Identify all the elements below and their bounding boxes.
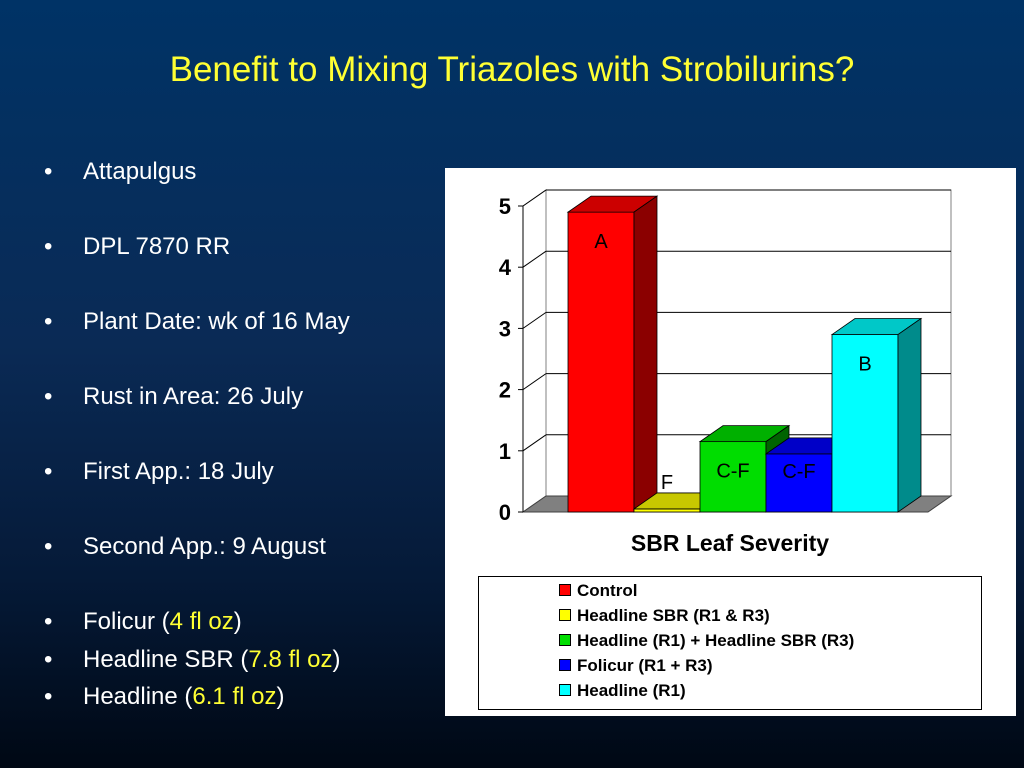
bar-front [831, 334, 899, 513]
y-tick-label: 1 [499, 439, 511, 464]
y-tick-label: 5 [499, 194, 511, 219]
bar-data-label: B [858, 354, 871, 376]
bullet-highlight: 7.8 fl oz [248, 646, 333, 673]
bullet-text: Attapulgus [83, 158, 196, 186]
bar-front [567, 211, 635, 513]
bullet-text-main: DPL 7870 RR [83, 233, 231, 260]
bullet-dot: • [44, 383, 53, 410]
bullet-text: Headline (6.1 fl oz) [83, 683, 284, 711]
bullet-dot: • [44, 458, 53, 485]
legend-item: Headline SBR (R1 & R3) [559, 606, 770, 628]
bullet-text: Folicur (4 fl oz) [83, 608, 242, 636]
legend-swatch [559, 634, 571, 646]
legend-label: Headline (R1) [577, 681, 686, 700]
bar-data-label: C-F [782, 461, 815, 483]
legend-label: Folicur (R1 + R3) [577, 656, 713, 675]
bullet-text: DPL 7870 RR [83, 233, 230, 261]
bullet-dot: • [44, 233, 53, 260]
legend-label: Control [577, 581, 638, 600]
slide-title: Benefit to Mixing Triazoles with Strobil… [169, 50, 855, 89]
bar-front [633, 508, 701, 513]
legend-label: Headline SBR (R1 & R3) [577, 606, 770, 625]
bullet-text-main: Headline SBR ( [83, 646, 249, 673]
y-tick-label: 4 [499, 255, 512, 280]
bullet-text: Second App.: 9 August [83, 533, 326, 561]
bullet-highlight: 4 fl oz [169, 608, 234, 635]
bullet-dot: • [44, 158, 53, 185]
bar-data-label: A [594, 231, 608, 253]
gridline-side [522, 373, 547, 391]
bullet-text-main: Headline ( [83, 683, 193, 710]
gridline-side [522, 311, 547, 329]
legend-swatch [559, 584, 571, 596]
bullet-highlight: 6.1 fl oz [192, 683, 277, 710]
chart-side-wall [522, 189, 547, 513]
bullet-text-main: Plant Date: wk of 16 May [83, 308, 350, 335]
bullet-text-main: Attapulgus [83, 158, 197, 185]
gridline-side [522, 434, 547, 452]
legend-swatch [559, 659, 571, 671]
legend-item: Folicur (R1 + R3) [559, 656, 713, 678]
bullet-text-main: Folicur ( [83, 608, 170, 635]
bar-5 [830, 317, 923, 513]
legend-label: Headline (R1) + Headline SBR (R3) [577, 631, 855, 650]
bullet-text: Rust in Area: 26 July [83, 383, 303, 411]
bullet-dot: • [44, 646, 53, 673]
bullet-text-main: Second App.: 9 August [83, 533, 326, 560]
gridline-side [522, 250, 547, 268]
chart-panel: 0 1 2 3 4 5 A F C-F C-F B SBR Leaf Severity Control… [445, 168, 1016, 716]
bullet-dot: • [44, 533, 53, 560]
y-tick-label: 2 [499, 378, 511, 403]
bullet-text: Headline SBR (7.8 fl oz) [83, 646, 340, 674]
bar-side [897, 317, 922, 513]
bullet-text: First App.: 18 July [83, 458, 274, 486]
bullet-text: Plant Date: wk of 16 May [83, 308, 350, 336]
legend-item: Headline (R1) [559, 681, 686, 703]
bar-front [765, 453, 833, 513]
bar-chart: 0 1 2 3 4 5 A F C-F C-F B SBR Leaf Severity [499, 189, 953, 556]
bullet-text-main: First App.: 18 July [83, 458, 274, 485]
bullet-suffix: ) [233, 608, 242, 635]
chart-legend: Control Headline SBR (R1 & R3) Headline (R… [478, 576, 982, 710]
bar-1 [566, 195, 659, 513]
bullet-dot: • [44, 308, 53, 335]
y-tick-label: 0 [499, 500, 511, 525]
bullet-dot: • [44, 608, 53, 635]
bar-data-label: F [661, 472, 673, 494]
bullet-text-main: Rust in Area: 26 July [83, 383, 304, 410]
bullet-suffix: ) [276, 683, 285, 710]
legend-swatch [559, 609, 571, 621]
bullet-suffix: ) [332, 646, 341, 673]
y-tick-label: 3 [499, 316, 511, 341]
bar-side [633, 195, 658, 513]
legend-item: Headline (R1) + Headline SBR (R3) [559, 631, 854, 653]
bar-data-label: C-F [716, 461, 749, 483]
gridline-side [522, 189, 547, 207]
legend-swatch [559, 684, 571, 696]
x-axis-label: SBR Leaf Severity [631, 530, 829, 556]
legend-item: Control [559, 581, 637, 603]
bullet-dot: • [44, 683, 53, 710]
